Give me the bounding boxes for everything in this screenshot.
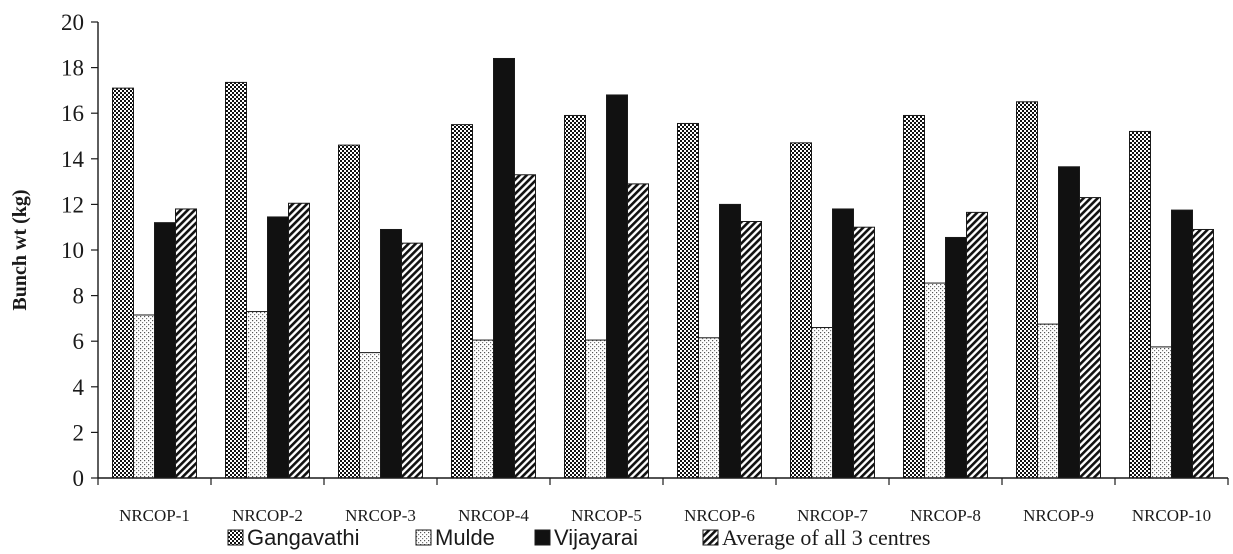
bar-gangavathi-nrcop-4: [451, 124, 473, 479]
bar-mulde-nrcop-4: [472, 339, 494, 479]
bar-gangavathi-nrcop-1: [112, 87, 134, 479]
bar-average-of-all-3-centres-nrcop-7: [853, 226, 875, 479]
legend-swatch: [702, 529, 719, 546]
y-tick-label: 0: [73, 466, 85, 491]
bar-mulde-nrcop-9: [1037, 323, 1059, 479]
x-tick-label: NRCOP-9: [1023, 506, 1094, 525]
x-tick-label: NRCOP-7: [797, 506, 868, 525]
bar-vijayarai-nrcop-5: [606, 94, 628, 479]
bar-vijayarai-nrcop-6: [719, 203, 741, 479]
legend-label: Mulde: [435, 525, 495, 550]
bar-vijayarai-nrcop-3: [380, 228, 402, 479]
bar-average-of-all-3-centres-nrcop-8: [966, 211, 988, 479]
axes: [97, 22, 1229, 485]
legend: Gangavathi Mulde Vijayarai Average of all 3…: [227, 525, 930, 550]
y-tick-label: 8: [73, 284, 85, 309]
bar-average-of-all-3-centres-nrcop-4: [514, 174, 536, 479]
y-axis-label: Bunch wt (kg): [9, 189, 31, 310]
bar-gangavathi-nrcop-8: [903, 114, 925, 479]
bar-vijayarai-nrcop-1: [154, 222, 176, 479]
x-tick-label: NRCOP-8: [910, 506, 981, 525]
y-tick-label: 2: [73, 420, 85, 445]
legend-label: Average of all 3 centres: [722, 525, 930, 550]
y-tick-label: 10: [61, 238, 84, 263]
bar-vijayarai-nrcop-8: [945, 236, 967, 479]
bar-mulde-nrcop-10: [1150, 346, 1172, 479]
y-tick-label: 12: [61, 192, 84, 217]
bar-gangavathi-nrcop-5: [564, 114, 586, 479]
x-tick-label: NRCOP-5: [571, 506, 642, 525]
bar-gangavathi-nrcop-9: [1016, 101, 1038, 479]
bar-vijayarai-nrcop-10: [1171, 209, 1193, 479]
y-tick-label: 14: [61, 147, 85, 172]
legend-label: Gangavathi: [247, 525, 360, 550]
bar-vijayarai-nrcop-2: [267, 216, 289, 479]
legend-swatch: [534, 529, 551, 546]
bar-mulde-nrcop-3: [359, 352, 381, 479]
x-tick-label: NRCOP-3: [345, 506, 416, 525]
bar-vijayarai-nrcop-7: [832, 208, 854, 479]
bar-gangavathi-nrcop-2: [225, 81, 247, 479]
bar-average-of-all-3-centres-nrcop-3: [401, 242, 423, 479]
x-tick-label: NRCOP-10: [1132, 506, 1211, 525]
bar-vijayarai-nrcop-4: [493, 57, 515, 479]
y-tick-label: 16: [61, 101, 84, 126]
bar-average-of-all-3-centres-nrcop-5: [627, 183, 649, 479]
x-tick-label: NRCOP-2: [232, 506, 303, 525]
y-tick-label: 18: [61, 56, 84, 81]
bar-average-of-all-3-centres-nrcop-6: [740, 221, 762, 479]
bar-mulde-nrcop-1: [133, 314, 155, 479]
x-tick-label: NRCOP-4: [458, 506, 529, 525]
y-axis-ticks: 0 2 4 6 8 10 12 14 16 18 20: [61, 10, 98, 491]
bar-mulde-nrcop-6: [698, 337, 720, 479]
bar-average-of-all-3-centres-nrcop-1: [175, 208, 197, 479]
bar-average-of-all-3-centres-nrcop-2: [288, 202, 310, 479]
bar-mulde-nrcop-7: [811, 327, 833, 479]
x-tick-label: NRCOP-1: [119, 506, 190, 525]
x-axis-ticks: NRCOP-1 NRCOP-2 NRCOP-3 NRCOP-4 NRCOP-5 NRCOP…: [119, 506, 1211, 525]
bar-average-of-all-3-centres-nrcop-10: [1192, 228, 1214, 479]
legend-swatch: [227, 529, 244, 546]
bar-gangavathi-nrcop-7: [790, 142, 812, 479]
bar-vijayarai-nrcop-9: [1058, 166, 1080, 479]
bar-mulde-nrcop-8: [924, 282, 946, 479]
bar-gangavathi-nrcop-3: [338, 144, 360, 479]
bars: [112, 57, 1214, 479]
y-tick-label: 20: [61, 10, 84, 35]
bar-average-of-all-3-centres-nrcop-9: [1079, 197, 1101, 479]
bar-mulde-nrcop-2: [246, 311, 268, 479]
bar-mulde-nrcop-5: [585, 339, 607, 479]
legend-swatch: [415, 529, 432, 546]
legend-label: Vijayarai: [554, 525, 638, 550]
x-tick-label: NRCOP-6: [684, 506, 755, 525]
bar-gangavathi-nrcop-10: [1129, 130, 1151, 479]
bar-gangavathi-nrcop-6: [677, 122, 699, 479]
y-tick-label: 6: [73, 329, 85, 354]
y-tick-label: 4: [73, 375, 85, 400]
